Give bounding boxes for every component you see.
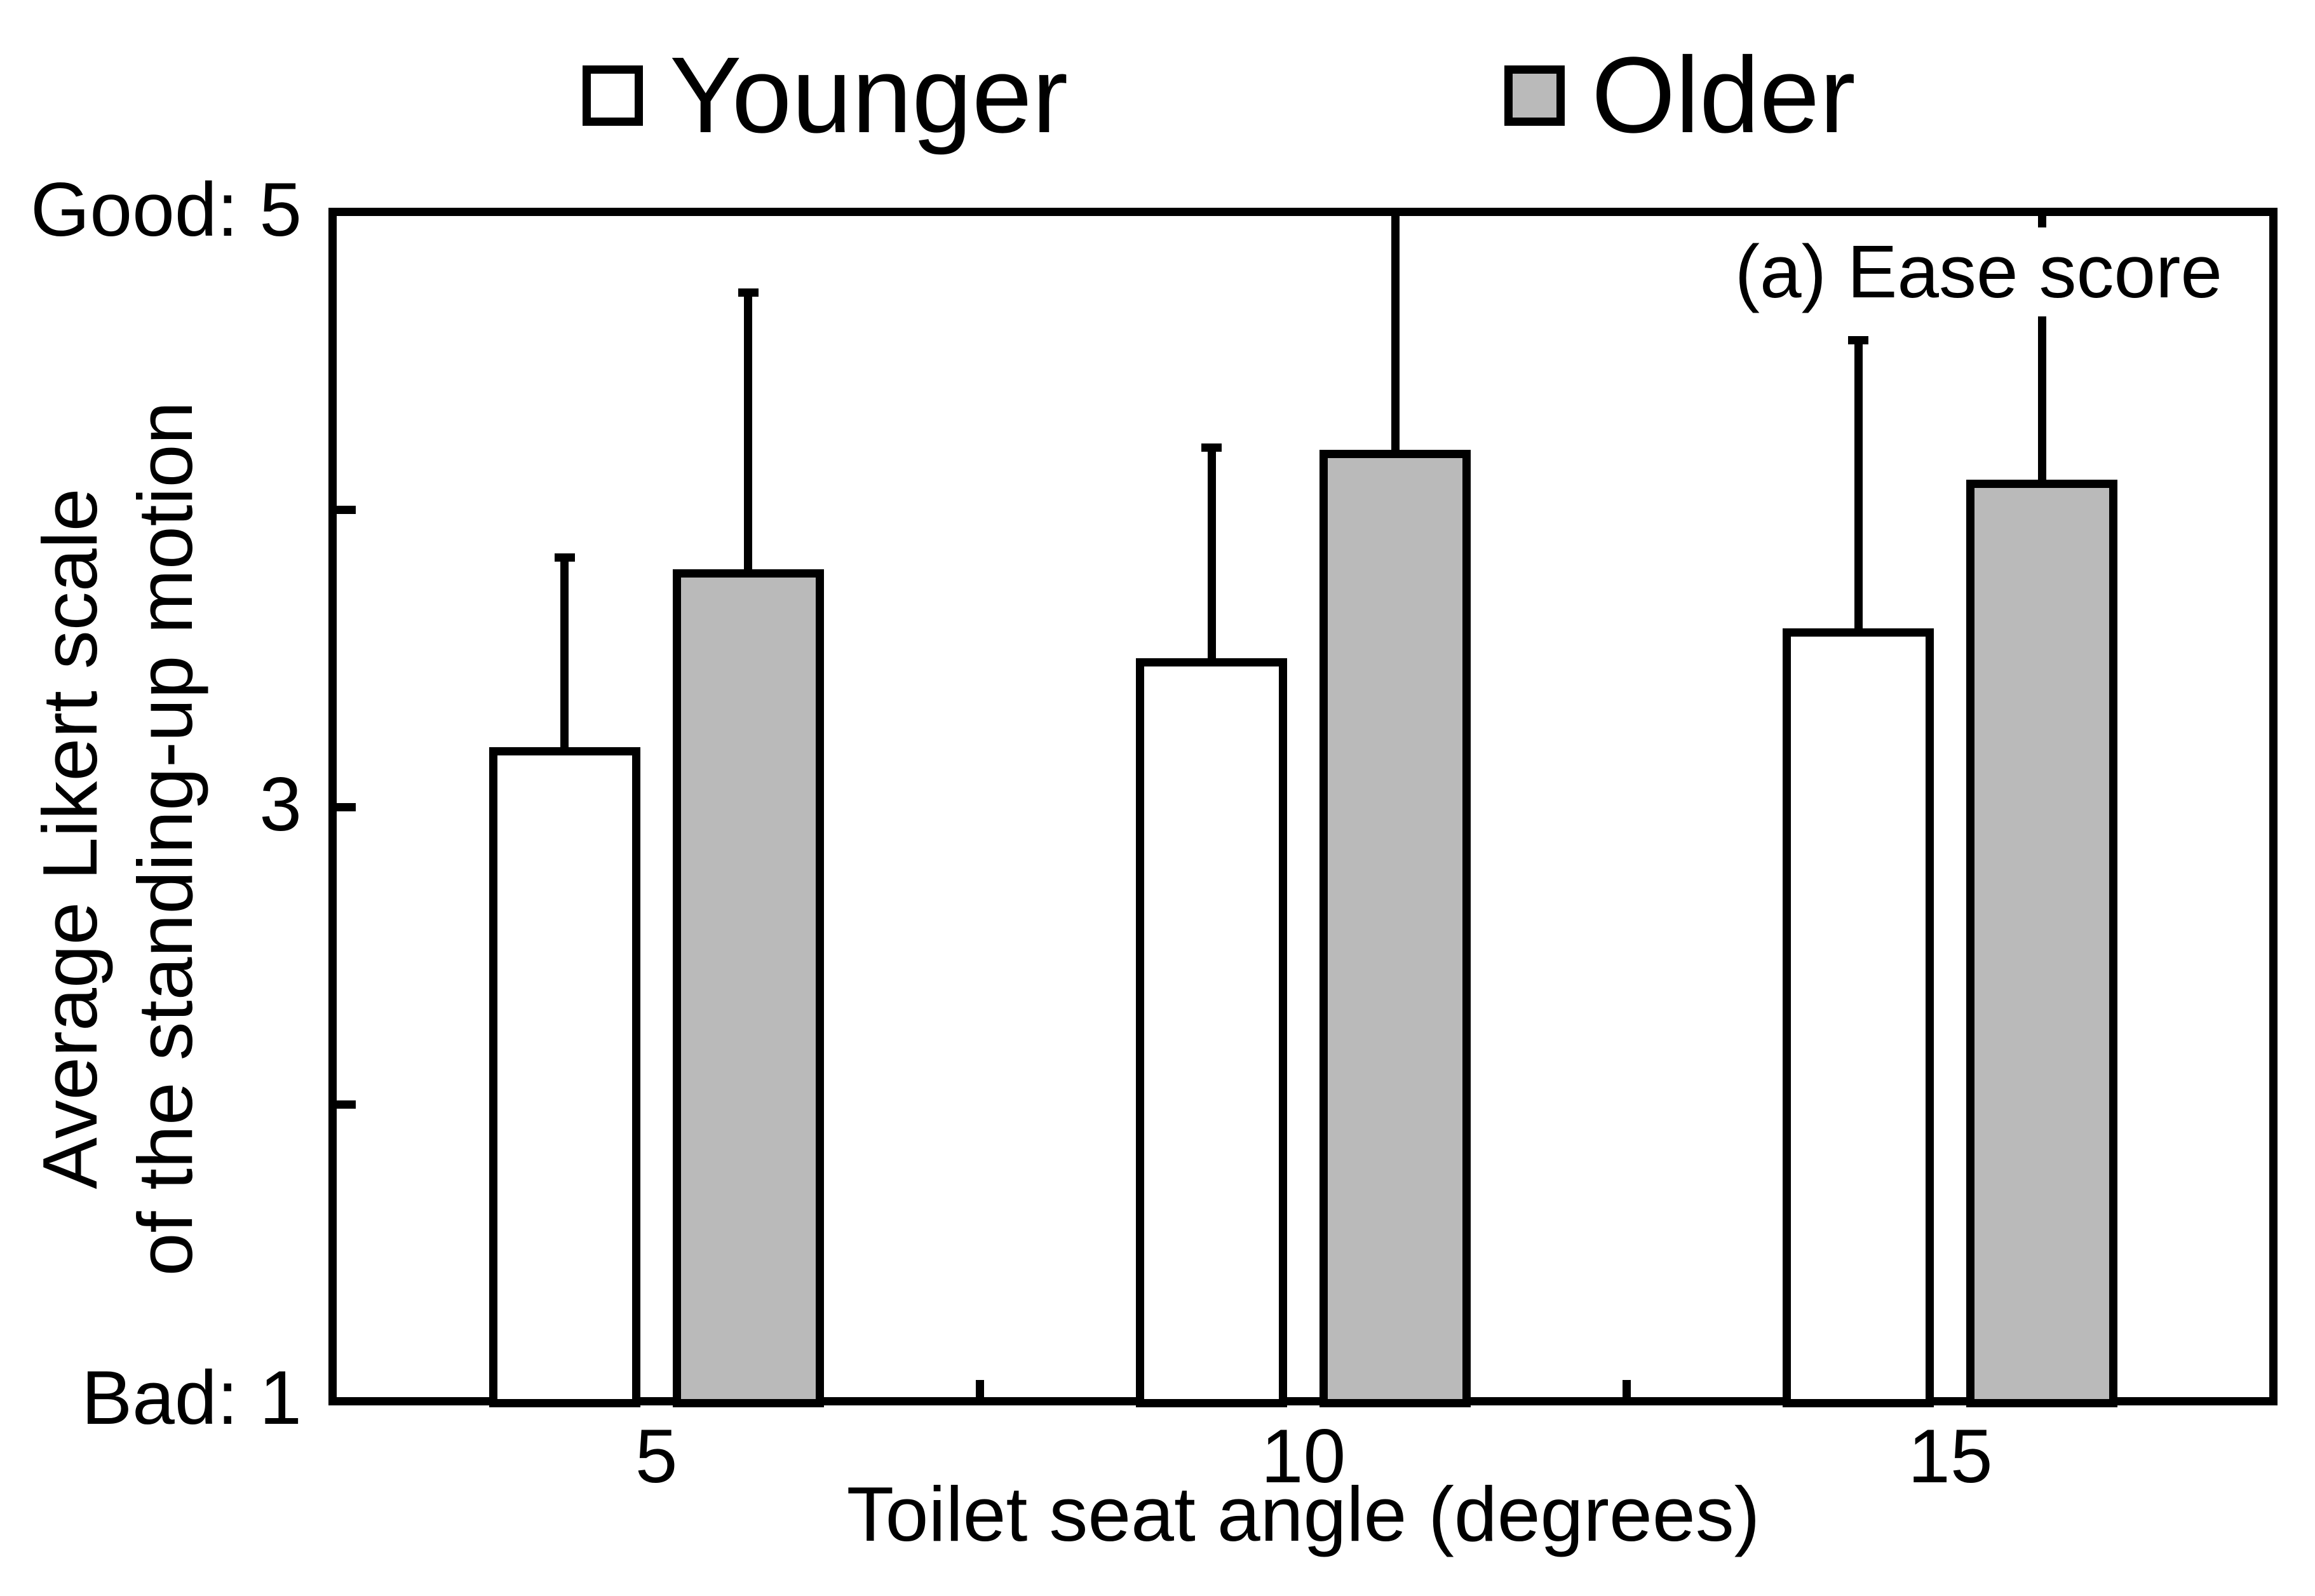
error-bar-older-5 — [744, 292, 753, 577]
x-axis-boundary-tick-2 — [1623, 1380, 1631, 1402]
bar-younger-15 — [1783, 628, 1934, 1407]
error-bar-younger-10 — [1207, 447, 1216, 666]
bar-older-5 — [672, 569, 824, 1407]
y-tick-label-bad-1: Bad: 1 — [81, 1355, 302, 1440]
bar-younger-10 — [1136, 658, 1287, 1407]
y-axis-tick-3 — [337, 802, 356, 811]
y-axis-tick-2 — [337, 1100, 356, 1109]
x-tick-label-5: 5 — [635, 1414, 678, 1499]
older-legend-swatch-icon — [1504, 65, 1565, 126]
panel-label: (a) Ease score — [1725, 227, 2231, 316]
error-cap-younger-5 — [554, 553, 575, 562]
bar-younger-5 — [489, 747, 640, 1407]
younger-legend-swatch-icon — [583, 65, 643, 126]
legend-entry-younger: Younger — [583, 25, 1068, 165]
legend-label-older: Older — [1591, 35, 1856, 156]
x-axis-title: Toilet seat angle (degrees) — [846, 1471, 1760, 1557]
legend-label-younger: Younger — [670, 35, 1069, 156]
x-axis-boundary-tick-1 — [975, 1380, 984, 1402]
error-cap-younger-10 — [1201, 443, 1222, 452]
error-bar-younger-15 — [1854, 340, 1863, 637]
y-tick-label-3: 3 — [259, 762, 302, 847]
bar-older-10 — [1319, 450, 1471, 1407]
x-tick-label-10: 10 — [1260, 1414, 1346, 1499]
error-cap-older-5 — [738, 288, 759, 297]
y-tick-label-good-5: Good: 5 — [30, 167, 302, 252]
y-axis-tick-4 — [337, 505, 356, 514]
x-tick-label-15: 15 — [1908, 1414, 1993, 1499]
error-bar-younger-5 — [560, 557, 569, 755]
error-cap-younger-15 — [1848, 336, 1869, 345]
bar-older-15 — [1966, 480, 2118, 1407]
legend-entry-older: Older — [1504, 25, 1856, 165]
error-bar-older-10 — [1391, 212, 1400, 458]
